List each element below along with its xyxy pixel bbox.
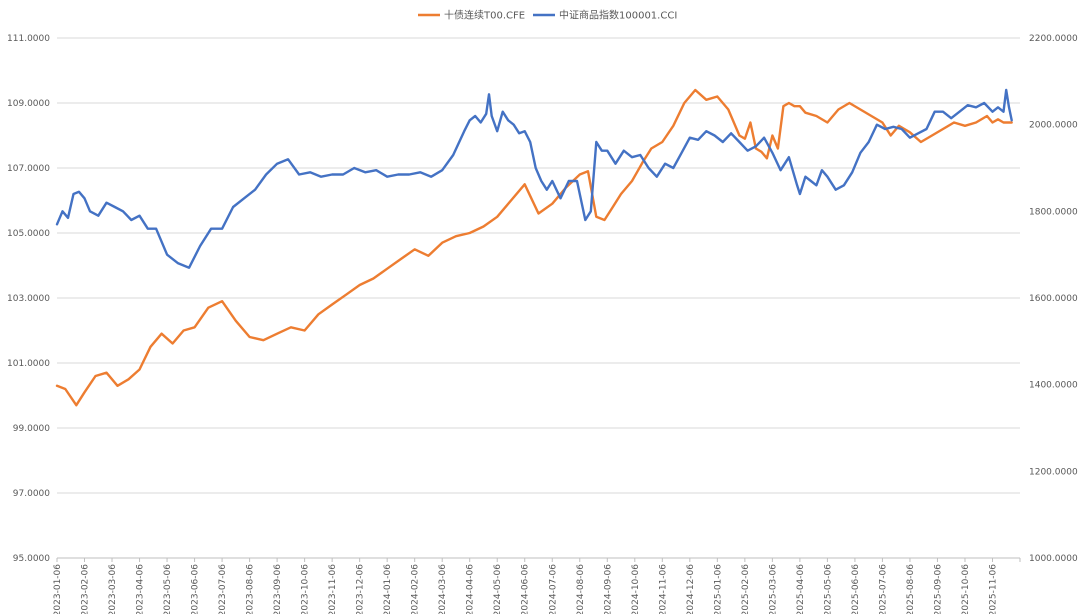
legend-label-series-1: 中证商品指数100001.CCI xyxy=(559,9,677,22)
x-tick-label: 2023-09-06 xyxy=(273,564,283,614)
y-tick-label-left: 97.0000 xyxy=(13,489,50,499)
x-tick-label: 2024-10-06 xyxy=(631,564,641,614)
x-tick-label: 2024-06-06 xyxy=(521,564,531,614)
series-line-1 xyxy=(55,88,1013,269)
y-tick-label-right: 1400.0000 xyxy=(1029,381,1078,391)
x-tick-label: 2025-03-06 xyxy=(768,564,778,614)
y-axis-right: 1000.0000 1200.0000 1400.0000 1600.0000 1800… xyxy=(1029,34,1078,564)
x-tick-label: 2024-11-06 xyxy=(658,564,668,614)
y-tick-label-right: 1200.0000 xyxy=(1029,467,1078,477)
y-tick-label-right: 1800.0000 xyxy=(1029,207,1078,217)
y-tick-label-left: 103.0000 xyxy=(7,294,50,304)
x-axis: 2023-01-06 2023-02-06 2023-03-06 2023-04-06… xyxy=(53,557,1021,614)
y-tick-label-left: 111.0000 xyxy=(7,34,50,44)
x-tick-label: 2025-06-06 xyxy=(851,564,861,614)
x-tick-label: 2023-11-06 xyxy=(328,564,338,614)
legend: 十债连续T00.CFE 中证商品指数100001.CCI xyxy=(418,9,677,22)
x-tick-label: 2023-03-06 xyxy=(108,564,118,614)
x-tick-label: 2025-01-06 xyxy=(713,564,723,614)
x-tick-label: 2023-06-06 xyxy=(191,564,201,614)
legend-label-series-0: 十债连续T00.CFE xyxy=(444,9,525,22)
y-tick-label-left: 107.0000 xyxy=(7,164,50,174)
x-tick-label: 2023-05-06 xyxy=(163,564,173,614)
x-tick-label: 2023-12-06 xyxy=(356,564,366,614)
x-tick-label: 2023-04-06 xyxy=(136,564,146,614)
x-tick-label: 2024-03-06 xyxy=(438,564,448,614)
y-tick-label-left: 105.0000 xyxy=(7,229,50,239)
y-tick-label-right: 2200.0000 xyxy=(1029,34,1078,44)
y-axis-left: 95.0000 97.0000 99.0000 101.0000 103.0000 105… xyxy=(7,34,50,564)
x-tick-label: 2023-02-06 xyxy=(81,564,91,614)
x-tick-label: 2025-04-06 xyxy=(796,564,806,614)
x-tick-label: 2025-08-06 xyxy=(906,564,916,614)
y-tick-label-right: 1600.0000 xyxy=(1029,294,1078,304)
x-tick-label: 2023-07-06 xyxy=(218,564,228,614)
x-tick-label: 2024-01-06 xyxy=(383,564,393,614)
y-tick-label-left: 95.0000 xyxy=(13,554,50,564)
y-tick-label-left: 99.0000 xyxy=(13,424,50,434)
x-tick-label: 2025-10-06 xyxy=(961,564,971,614)
x-tick-label: 2024-07-06 xyxy=(548,564,558,614)
x-tick-label: 2025-09-06 xyxy=(933,564,943,614)
x-tick-label: 2024-04-06 xyxy=(466,564,476,614)
gridlines xyxy=(57,37,1020,559)
x-tick-label: 2024-12-06 xyxy=(686,564,696,614)
series-line-0 xyxy=(55,88,1013,407)
x-tick-label: 2024-05-06 xyxy=(493,564,503,614)
x-tick-label: 2023-08-06 xyxy=(246,564,256,614)
x-tick-label: 2025-11-06 xyxy=(988,564,998,614)
x-tick-label: 2023-01-06 xyxy=(53,564,63,614)
x-tick-label: 2025-02-06 xyxy=(741,564,751,614)
x-tick-label: 2023-10-06 xyxy=(301,564,311,614)
series-lines xyxy=(55,88,1013,407)
x-tick-label: 2025-05-06 xyxy=(823,564,833,614)
x-tick-label: 2024-08-06 xyxy=(576,564,586,614)
y-tick-label-left: 101.0000 xyxy=(7,359,50,369)
x-tick-label: 2025-07-06 xyxy=(878,564,888,614)
y-tick-label-left: 109.0000 xyxy=(7,99,50,109)
y-tick-label-right: 1000.0000 xyxy=(1029,554,1078,564)
x-tick-label: 2024-09-06 xyxy=(603,564,613,614)
x-tick-label: 2024-02-06 xyxy=(411,564,421,614)
y-tick-label-right: 2000.0000 xyxy=(1029,121,1078,131)
